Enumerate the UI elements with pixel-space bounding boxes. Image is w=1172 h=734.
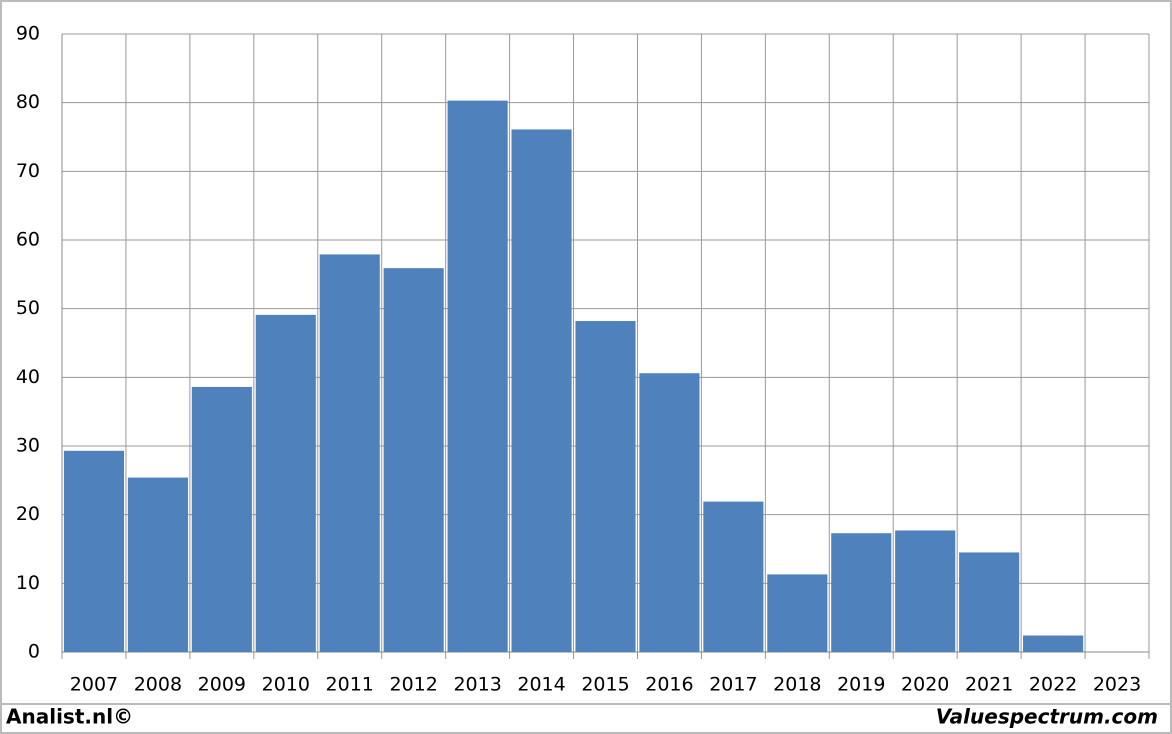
x-tick-label: 2017 [709, 674, 757, 696]
x-tick-label: 2022 [1029, 674, 1077, 696]
bar [639, 373, 700, 652]
y-tick-label: 40 [16, 366, 40, 388]
x-tick-label: 2018 [773, 674, 821, 696]
y-tick-label: 0 [28, 641, 40, 663]
bar [703, 501, 764, 652]
bar [447, 100, 508, 652]
y-tick-label: 80 [16, 91, 40, 113]
y-tick-label: 50 [16, 297, 40, 319]
x-tick-label: 2013 [453, 674, 501, 696]
bar [511, 129, 572, 653]
x-tick-label: 2016 [645, 674, 693, 696]
x-tick-label: 2009 [198, 674, 246, 696]
bar [319, 254, 380, 653]
y-tick-label: 20 [16, 503, 40, 525]
x-tick-label: 2015 [581, 674, 629, 696]
x-tick-label: 2020 [901, 674, 949, 696]
bar [383, 268, 444, 652]
x-tick-label: 2014 [517, 674, 565, 696]
bar [895, 530, 956, 652]
bar [767, 574, 828, 652]
bar [959, 552, 1020, 652]
x-tick-label: 2021 [965, 674, 1013, 696]
x-tick-label: 2007 [70, 674, 118, 696]
bar [127, 477, 188, 652]
x-tick-label: 2011 [326, 674, 374, 696]
x-tick-label: 2023 [1093, 674, 1141, 696]
bar [63, 450, 125, 652]
bar [191, 386, 252, 652]
bar [575, 321, 636, 652]
y-tick-label: 30 [16, 435, 40, 457]
footer-right: Valuespectrum.com [936, 705, 1158, 729]
y-tick-label: 10 [16, 572, 40, 594]
y-tick-label: 70 [16, 160, 40, 182]
x-tick-label: 2008 [134, 674, 182, 696]
bar [255, 314, 316, 652]
y-tick-label: 90 [16, 23, 40, 45]
x-tick-label: 2012 [389, 674, 437, 696]
x-tick-label: 2019 [837, 674, 885, 696]
x-tick-label: 2010 [262, 674, 310, 696]
bar [1023, 635, 1084, 652]
bar [831, 533, 892, 652]
footer-left: Analist.nl© [6, 705, 133, 729]
y-tick-label: 60 [16, 229, 40, 251]
